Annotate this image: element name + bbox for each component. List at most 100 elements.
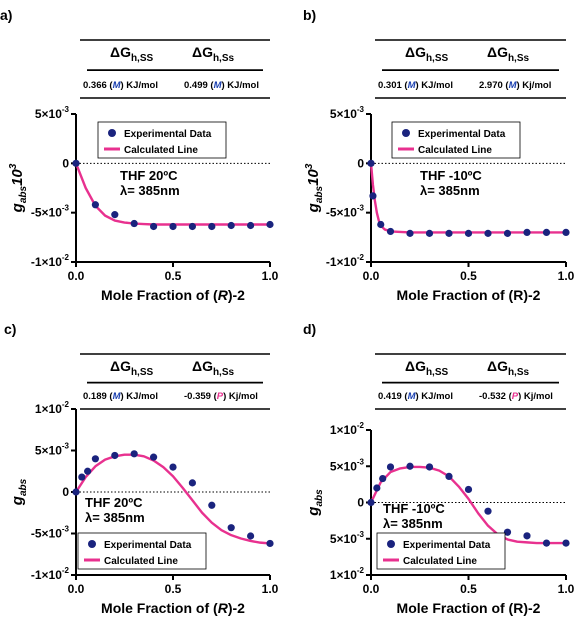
x-tick-label: 0.0 <box>68 269 85 283</box>
y-tick-label-base: -1×10 <box>326 255 357 269</box>
calculated-line <box>74 162 272 226</box>
dg-header-right: ΔGh,Ss <box>192 44 235 64</box>
y-tick-label: 0 <box>62 156 69 170</box>
experimental-point <box>464 229 473 237</box>
x-tick-label: 0.0 <box>68 582 85 596</box>
x-tick-label: 1.0 <box>262 269 279 283</box>
experimental-point <box>523 532 531 540</box>
dg-header-right-main: ΔG <box>487 44 508 60</box>
experimental-point <box>72 159 80 167</box>
experimental-point <box>562 228 570 236</box>
legend-points-label: Experimental Data <box>124 129 212 140</box>
x-axis-label-post: )-2 <box>228 287 245 303</box>
experimental-point <box>503 528 512 536</box>
experimental-point <box>150 453 158 461</box>
condition-line: THF -10ºC <box>420 168 482 183</box>
experimental-point <box>484 229 492 237</box>
chart-panel-c: c)ΔGh,SS ΔGh,Ss0.189 (M) KJ/mol -0.359 (P)… <box>4 321 279 616</box>
condition-line: λ= 385nm <box>383 516 443 531</box>
experimental-point <box>208 222 216 231</box>
y-tick-label: 5×10-3 <box>35 442 70 458</box>
y-tick-label-base: 5×10 <box>35 107 62 121</box>
dg-value-right-unit: ) Kj/mol <box>518 391 553 402</box>
y-axis-label-main: g <box>305 203 322 213</box>
dg-value-right-unit: ) KJ/mol <box>222 80 259 91</box>
x-tick-label: 1.0 <box>262 582 279 596</box>
experimental-point <box>188 222 196 231</box>
y-axis-label: gabs103 <box>304 163 325 213</box>
y-tick-label: 5×10-3 <box>330 105 365 121</box>
dg-value-right: 0.499 (M) KJ/mol <box>184 80 259 91</box>
experimental-point <box>562 539 570 547</box>
y-tick-label-base: 1×10 <box>330 423 357 437</box>
dg-value-left-unit: ) KJ/mol <box>121 80 158 91</box>
dg-value-right-unit: ) Kj/mol <box>223 391 258 402</box>
x-tick-label: 0.0 <box>363 582 380 596</box>
panel-letter: c) <box>4 321 16 337</box>
dg-value-right-helicity: P <box>217 391 224 402</box>
x-axis-label-letter: R <box>218 287 229 303</box>
x-axis-label-pre: Mole Fraction of (R)-2 <box>397 600 541 616</box>
y-tick-label-base: -5×10 <box>31 206 62 220</box>
dg-value-left-helicity: M <box>408 391 417 402</box>
legend-points-label: Experimental Data <box>418 129 506 140</box>
x-tick-label: 0.5 <box>165 269 182 283</box>
x-axis-label-letter: R <box>218 600 229 616</box>
y-axis-label-main: g <box>9 496 26 506</box>
experimental-point <box>169 222 177 231</box>
dg-header-left-main: ΔG <box>405 44 426 60</box>
chart-panel-a: a)ΔGh,SS ΔGh,Ss0.366 (M) KJ/mol 0.499 (M) … <box>0 7 279 303</box>
dg-value-right-helicity: P <box>512 391 519 402</box>
experimental-point <box>266 539 274 548</box>
dg-value-right: 2.970 (M) Kj/mol <box>479 80 551 91</box>
y-tick-label-exp: -2 <box>62 400 70 409</box>
x-axis-label-pre: Mole Fraction of ( <box>101 600 218 616</box>
x-axis-label: Mole Fraction of (R)-2 <box>101 287 245 303</box>
experimental-point <box>406 462 414 470</box>
experimental-point <box>72 488 80 496</box>
dg-header-right-sub: h,Ss <box>213 367 235 378</box>
y-tick-label-base: 0 <box>62 156 69 170</box>
experimental-point <box>377 220 385 229</box>
legend-box <box>77 532 207 570</box>
y-tick-label: 5×10-3 <box>330 457 365 473</box>
x-tick-label: 0.5 <box>460 582 477 596</box>
dg-value-left-number: 0.419 ( <box>378 391 408 402</box>
x-tick-label: 0.5 <box>460 269 477 283</box>
dg-value-right-helicity: M <box>214 80 223 91</box>
y-tick-label-base: 0 <box>357 496 364 510</box>
experimental-point <box>425 229 434 237</box>
y-tick-label-base: 1×10 <box>330 568 357 582</box>
chart-panel-b: b)ΔGh,SS ΔGh,Ss0.301 (M) KJ/mol 2.970 (M) … <box>303 7 575 303</box>
x-tick-label: 1.0 <box>558 269 575 283</box>
dg-value-right-helicity: M <box>509 80 518 91</box>
y-tick-label-exp: -3 <box>357 530 365 539</box>
experimental-point <box>367 498 375 507</box>
y-tick-label-exp: -3 <box>62 204 70 213</box>
calculated-line <box>369 465 568 545</box>
y-tick-label-exp: -3 <box>357 457 365 466</box>
experimental-point <box>150 222 158 231</box>
y-tick-label: -5×10-3 <box>31 525 70 541</box>
dg-value-left-unit: ) KJ/mol <box>416 80 453 91</box>
dg-value-right: -0.532 (P) Kj/mol <box>479 391 553 402</box>
experimental-point <box>247 532 255 540</box>
y-axis-label-sub: abs <box>314 185 325 203</box>
dg-header-left-main: ΔG <box>110 44 131 60</box>
dg-value-right: -0.359 (P) Kj/mol <box>184 391 258 402</box>
dg-header-left: ΔGh,SS <box>110 44 154 64</box>
dg-header-right-sub: h,Ss <box>508 367 530 378</box>
experimental-point <box>130 219 138 228</box>
y-tick-label-exp: -3 <box>62 105 70 114</box>
x-axis-label-post: )-2 <box>228 600 245 616</box>
y-axis-label-sub: abs <box>18 478 29 496</box>
experimental-point <box>78 473 86 481</box>
y-axis-label-supsup: 3 <box>8 163 19 169</box>
y-axis-label: gabs <box>305 489 325 517</box>
condition-line: λ= 385nm <box>420 183 480 198</box>
dg-header-left-main: ΔG <box>110 358 131 374</box>
x-axis-label: Mole Fraction of (R)-2 <box>397 600 541 616</box>
x-tick-label: 0.5 <box>165 582 182 596</box>
y-axis-label-supsup: 3 <box>304 163 315 169</box>
